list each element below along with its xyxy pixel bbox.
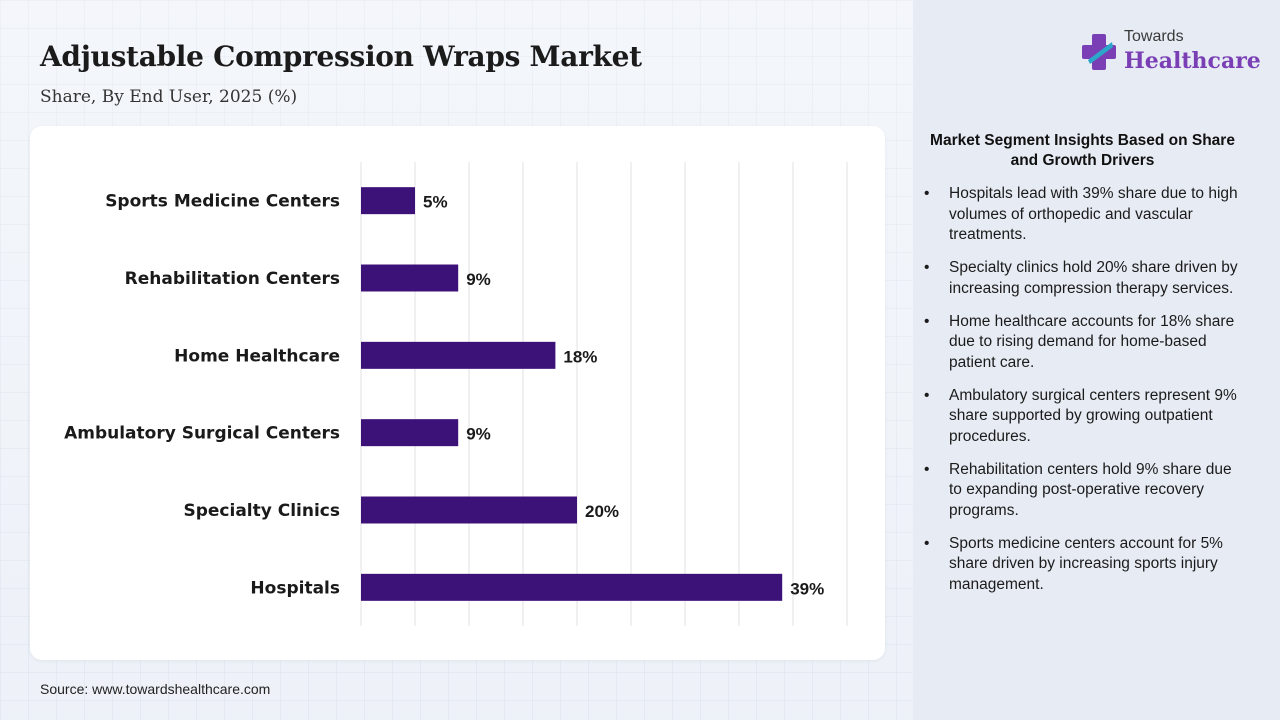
value-label: 9% (466, 270, 491, 289)
medical-cross-icon (1082, 34, 1116, 70)
category-label: Home Healthcare (174, 346, 340, 366)
bar (361, 573, 783, 601)
insight-text: Sports medicine centers account for 5% s… (949, 534, 1223, 593)
brand-logo: Towards Healthcare (1080, 28, 1261, 78)
bar (361, 187, 415, 215)
bullet-icon: • (924, 460, 930, 478)
value-label: 18% (563, 347, 597, 366)
insight-text: Home healthcare accounts for 18% share d… (949, 312, 1235, 371)
category-label: Sports Medicine Centers (105, 192, 340, 212)
insight-item: • Ambulatory surgical centers represent 9… (922, 386, 1240, 448)
insight-text: Ambulatory surgical centers represent 9%… (949, 386, 1237, 445)
value-label: 20% (585, 502, 619, 521)
grid-lines (360, 162, 848, 626)
insight-item: • Home healthcare accounts for 18% share … (922, 312, 1240, 374)
bullet-icon: • (924, 259, 930, 276)
insight-item: • Sports medicine centers account for 5% … (922, 534, 1240, 596)
value-labels: 5% 9% 18% 9% 20% 39% (423, 193, 824, 599)
bullet-icon: • (924, 534, 930, 552)
bar (361, 264, 459, 292)
bar (361, 496, 577, 524)
page-title: Adjustable Compression Wraps Market (40, 40, 642, 73)
insight-text: Hospitals lead with 39% share due to hig… (949, 185, 1238, 243)
insight-item: • Rehabilitation centers hold 9% share du… (922, 460, 1240, 522)
value-label: 9% (466, 425, 491, 444)
category-label: Rehabilitation Centers (125, 269, 340, 289)
value-label: 39% (790, 579, 824, 598)
page-subtitle: Share, By End User, 2025 (%) (40, 87, 298, 107)
source-note: Source: www.towardshealthcare.com (40, 681, 271, 697)
insight-text: Rehabilitation centers hold 9% share due… (949, 460, 1232, 519)
insights-panel (913, 0, 1280, 720)
logo-text-bottom: Healthcare (1124, 48, 1261, 74)
insight-text: Specialty clinics hold 20% share driven … (949, 259, 1238, 297)
insight-item: • Hospitals lead with 39% share due to hi… (922, 184, 1240, 246)
insights-list: • Hospitals lead with 39% share due to hi… (922, 184, 1240, 608)
category-label: Hospitals (250, 578, 340, 598)
bullet-icon: • (924, 185, 930, 202)
bar (361, 341, 556, 369)
category-label: Ambulatory Surgical Centers (64, 424, 340, 444)
insight-item: • Specialty clinics hold 20% share driven… (922, 258, 1240, 299)
bullet-icon: • (924, 386, 930, 404)
bars (361, 187, 783, 601)
bar-chart: Sports Medicine Centers Rehabilitation Ce… (64, 162, 848, 626)
category-labels: Sports Medicine Centers Rehabilitation Ce… (64, 192, 340, 599)
value-label: 5% (423, 193, 448, 212)
insights-title: Market Segment Insights Based on Share a… (930, 132, 1235, 169)
category-label: Specialty Clinics (183, 501, 340, 521)
bar (361, 419, 459, 447)
bullet-icon: • (924, 312, 930, 330)
chart-card: Sports Medicine Centers Rehabilitation Ce… (30, 126, 885, 660)
logo-text-top: Towards (1124, 28, 1184, 45)
